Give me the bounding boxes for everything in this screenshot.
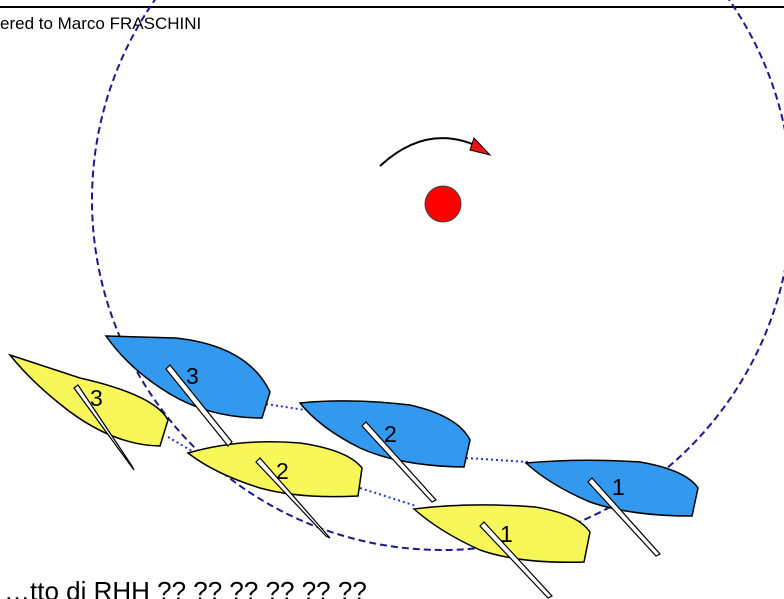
rotation-arrow-icon — [379, 137, 486, 167]
link-line-blue-2-1 — [465, 457, 529, 463]
yellow-boat-2: 2 — [186, 441, 363, 539]
caption-text: …tto di RHH ?? ?? ?? ?? ?? ?? — [4, 576, 367, 599]
link-line-yellow-3-2 — [167, 436, 193, 452]
yellow-boat-1: 1 — [412, 504, 591, 599]
blue-boat-3: 3 — [104, 335, 271, 447]
blue-boat-2: 2 — [298, 400, 471, 503]
registration-text: ered to Marco FRASCHINI — [0, 14, 202, 33]
link-line-yellow-2-1 — [359, 487, 417, 507]
blue-boat-1: 1 — [524, 459, 699, 557]
yellow-boat-3: 3 — [7, 353, 169, 471]
blue-boat-3-number: 3 — [186, 363, 199, 389]
blue-boat-1-number: 1 — [612, 474, 625, 500]
top-border-rule — [0, 6, 784, 8]
yellow-boat-2-number: 2 — [276, 458, 289, 484]
blue-boat-2-number: 2 — [384, 421, 397, 447]
link-line-blue-3-2 — [265, 403, 306, 411]
yellow-boat-3-number: 3 — [90, 385, 103, 411]
zone-circle — [91, 0, 784, 551]
mark-buoy — [424, 185, 462, 223]
yellow-boat-1-number: 1 — [500, 521, 513, 547]
rotation-arrowhead-icon — [469, 137, 492, 156]
